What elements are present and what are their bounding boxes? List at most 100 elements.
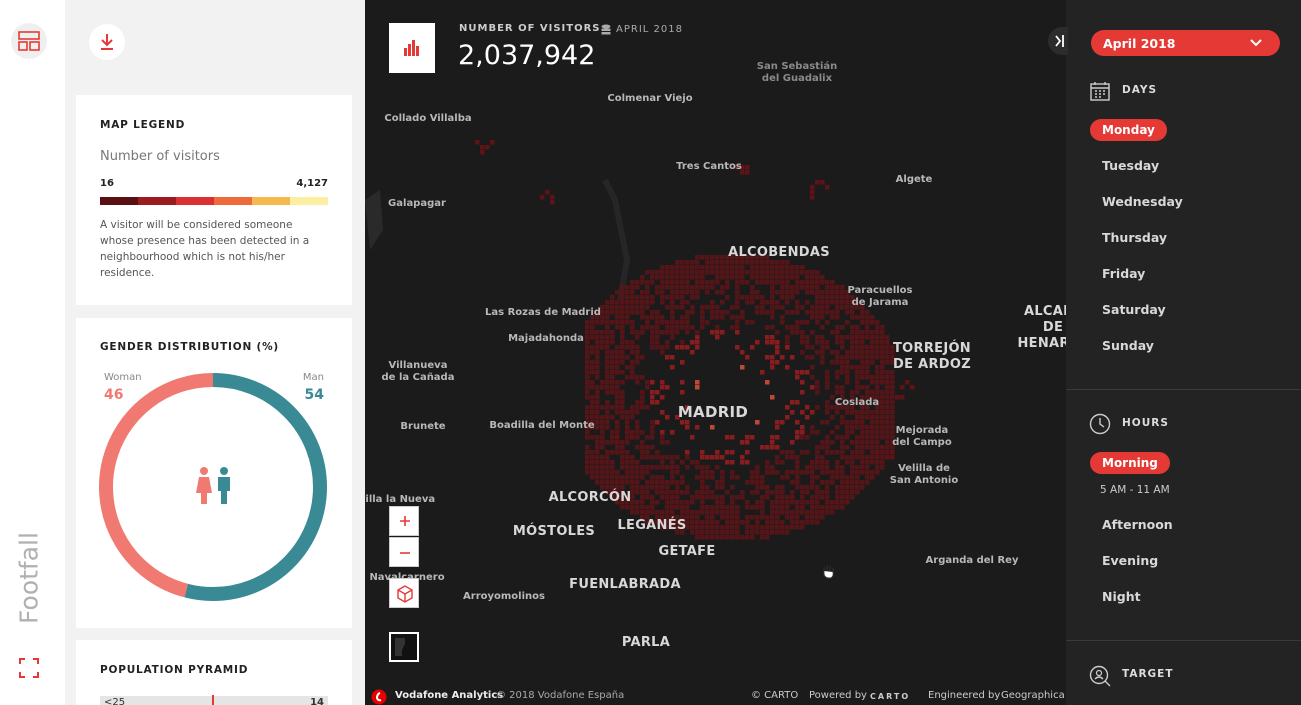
- heat-cell: [590, 360, 595, 365]
- heat-cell: [800, 510, 805, 515]
- heat-cell: [645, 470, 650, 475]
- heat-cell: [620, 340, 625, 345]
- heat-cell: [585, 345, 590, 350]
- place-label: MADRID: [677, 403, 749, 421]
- heat-cell: [865, 310, 870, 315]
- heat-cell: [650, 435, 655, 440]
- heat-cell: [670, 290, 675, 295]
- heat-cell: [885, 360, 890, 365]
- day-option[interactable]: Wednesday: [1102, 194, 1183, 209]
- heat-cell: [825, 485, 830, 490]
- heat-cell: [670, 510, 675, 515]
- heat-cell: [845, 460, 850, 465]
- heat-cell: [695, 335, 700, 340]
- heat-cell: [875, 380, 880, 385]
- heat-cell: [855, 375, 860, 380]
- day-option[interactable]: Friday: [1102, 266, 1146, 281]
- heat-cell: [585, 445, 590, 450]
- heat-cell: [630, 325, 635, 330]
- heat-cell: [605, 365, 610, 370]
- hour-option[interactable]: Afternoon: [1102, 517, 1173, 532]
- fullscreen-button[interactable]: [19, 658, 39, 678]
- heat-cell: [740, 440, 745, 445]
- heat-cell: [770, 295, 775, 300]
- heat-cell: [645, 515, 650, 520]
- heat-cell: [650, 475, 655, 480]
- zoom-in-button[interactable]: [389, 506, 419, 536]
- heat-cell: [810, 345, 815, 350]
- heat-cell: [585, 405, 590, 410]
- heat-cell: [650, 395, 655, 400]
- hour-option[interactable]: Evening: [1102, 553, 1159, 568]
- heat-cell: [605, 485, 610, 490]
- hour-option[interactable]: Night: [1102, 589, 1141, 604]
- heat-cell: [635, 500, 640, 505]
- heat-cell: [660, 350, 665, 355]
- heat-cell: [850, 300, 855, 305]
- heat-cell: [760, 475, 765, 480]
- heat-cell: [775, 515, 780, 520]
- heat-cell: [690, 260, 695, 265]
- heat-cell: [760, 280, 765, 285]
- heat-cell: [595, 350, 600, 355]
- heat-cell: [825, 405, 830, 410]
- 3d-button[interactable]: [389, 578, 419, 608]
- heat-cell: [850, 450, 855, 455]
- heat-cell: [600, 340, 605, 345]
- day-option[interactable]: Tuesday: [1102, 158, 1160, 173]
- heat-cell: [880, 350, 885, 355]
- heat-cell: [810, 315, 815, 320]
- collapse-button[interactable]: [1048, 27, 1068, 55]
- heat-cell: [850, 495, 855, 500]
- heat-cell: [660, 300, 665, 305]
- heat-cell: [590, 370, 595, 375]
- map[interactable]: San Sebastián del Guadalix Colmenar Viej…: [365, 0, 1066, 705]
- heat-cell: [630, 360, 635, 365]
- heat-cell: [735, 260, 740, 265]
- heat-cell: [710, 285, 715, 290]
- heat-cell: [630, 490, 635, 495]
- heat-cell: [670, 475, 675, 480]
- heat-cell: [595, 460, 600, 465]
- heat-cell: [785, 275, 790, 280]
- heat-cell: [710, 310, 715, 315]
- heat-cell: [810, 460, 815, 465]
- place-label: ALCORCÓN: [548, 490, 632, 505]
- heat-cell: [625, 320, 630, 325]
- heat-cell: [805, 320, 810, 325]
- heat-cell: [825, 490, 830, 495]
- zoom-out-button[interactable]: [389, 537, 419, 567]
- basemap-button[interactable]: [389, 632, 419, 662]
- heat-cell: [880, 465, 885, 470]
- place-label: Collado Villalba: [384, 113, 472, 124]
- layout-button[interactable]: [11, 23, 47, 59]
- heat-cell: [595, 450, 600, 455]
- day-option[interactable]: Sunday: [1102, 338, 1154, 353]
- heat-cell: [720, 475, 725, 480]
- month-dropdown[interactable]: April 2018: [1091, 30, 1280, 56]
- heat-cell: [625, 365, 630, 370]
- heat-cell: [665, 270, 670, 275]
- heat-cell: [855, 435, 860, 440]
- heat-cell: [725, 265, 730, 270]
- heat-cell: [785, 510, 790, 515]
- heat-cell: [875, 415, 880, 420]
- day-option[interactable]: Thursday: [1102, 230, 1168, 245]
- heat-cell: [745, 255, 750, 260]
- heat-cell: [605, 405, 610, 410]
- heat-cell: [840, 385, 845, 390]
- heat-cell: [680, 275, 685, 280]
- heat-cell: [685, 300, 690, 305]
- heat-cell: [590, 465, 595, 470]
- day-option[interactable]: Saturday: [1102, 302, 1166, 317]
- download-button[interactable]: [89, 24, 125, 60]
- heat-cell: [670, 265, 675, 270]
- heat-cell: [885, 455, 890, 460]
- heat-cell: [840, 325, 845, 330]
- day-option-selected[interactable]: Monday: [1090, 119, 1167, 141]
- heat-cell: [675, 480, 680, 485]
- hour-option-selected[interactable]: Morning: [1090, 452, 1170, 474]
- heat-cell: [740, 275, 745, 280]
- heat-cell: [670, 500, 675, 505]
- heat-cell: [820, 310, 825, 315]
